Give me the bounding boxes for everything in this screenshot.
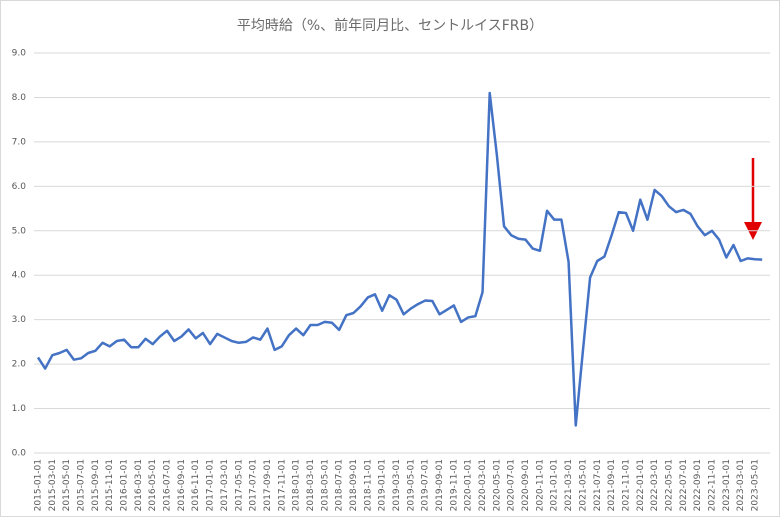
- x-tick-label: 2021-07-01: [593, 459, 603, 511]
- x-tick-label: 2021-11-01: [621, 459, 631, 511]
- x-tick-label: 2020-05-01: [492, 459, 502, 511]
- x-tick-label: 2022-09-01: [693, 459, 703, 511]
- x-tick-label: 2019-03-01: [392, 459, 402, 511]
- x-tick-label: 2017-07-01: [249, 459, 259, 511]
- y-tick-label: 1.0: [12, 404, 27, 414]
- x-tick-label: 2022-05-01: [664, 459, 674, 511]
- y-tick-label: 8.0: [12, 93, 27, 103]
- x-tick-label: 2018-05-01: [320, 459, 330, 511]
- x-tick-label: 2020-11-01: [535, 459, 545, 511]
- x-tick-label: 2018-01-01: [292, 459, 302, 511]
- y-tick-label: 7.0: [12, 137, 27, 147]
- x-tick-label: 2020-01-01: [464, 459, 474, 511]
- data-line: [36, 91, 763, 427]
- y-tick-label: 9.0: [12, 49, 27, 59]
- x-tick-label: 2016-01-01: [120, 459, 130, 511]
- y-tick-label: 2.0: [12, 360, 27, 370]
- x-tick-label: 2020-07-01: [507, 459, 517, 511]
- x-tick-label: 2016-03-01: [134, 459, 144, 511]
- x-tick-label: 2019-01-01: [378, 459, 388, 511]
- x-tick-label: 2015-03-01: [48, 459, 58, 511]
- x-tick-label: 2017-03-01: [220, 459, 230, 511]
- x-tick-label: 2017-09-01: [263, 459, 273, 511]
- y-tick-label: 0.0: [12, 449, 27, 459]
- x-tick-label: 2021-01-01: [550, 459, 560, 511]
- x-tick-label: 2017-05-01: [234, 459, 244, 511]
- x-tick-label: 2015-05-01: [62, 459, 72, 511]
- x-tick-label: 2015-07-01: [77, 459, 87, 511]
- y-tick-label: 3.0: [12, 315, 27, 325]
- x-tick-label: 2018-07-01: [335, 459, 345, 511]
- x-tick-label: 2015-01-01: [34, 459, 44, 511]
- x-tick-label: 2019-11-01: [449, 459, 459, 511]
- x-tick-label: 2019-05-01: [406, 459, 416, 511]
- x-tick-label: 2020-09-01: [521, 459, 531, 511]
- x-tick-label: 2021-05-01: [578, 459, 588, 511]
- x-tick-label: 2017-11-01: [277, 459, 287, 511]
- x-tick-label: 2023-01-01: [722, 459, 732, 511]
- x-tick-label: 2016-07-01: [163, 459, 173, 511]
- y-tick-label: 4.0: [12, 271, 27, 281]
- x-tick-label: 2019-09-01: [435, 459, 445, 511]
- x-tick-label: 2017-01-01: [206, 459, 216, 511]
- x-tick-label: 2015-11-01: [105, 459, 115, 511]
- x-tick-label: 2018-11-01: [363, 459, 373, 511]
- y-tick-label: 5.0: [12, 226, 27, 236]
- y-tick-label: 6.0: [12, 182, 27, 192]
- x-tick-label: 2019-07-01: [421, 459, 431, 511]
- x-tick-label: 2016-05-01: [148, 459, 158, 511]
- x-tick-label: 2018-03-01: [306, 459, 316, 511]
- x-tick-label: 2022-11-01: [707, 459, 717, 511]
- x-tick-label: 2022-03-01: [650, 459, 660, 511]
- x-tick-label: 2021-03-01: [564, 459, 574, 511]
- x-tick-label: 2015-09-01: [91, 459, 101, 511]
- chart-title: 平均時給（%、前年同月比、セントルイスFRB）: [237, 17, 543, 34]
- x-tick-label: 2022-01-01: [636, 459, 646, 511]
- x-tick-label: 2023-03-01: [736, 459, 746, 511]
- x-tick-label: 2020-03-01: [478, 459, 488, 511]
- x-tick-label: 2021-09-01: [607, 459, 617, 511]
- x-tick-label: 2018-09-01: [349, 459, 359, 511]
- x-tick-label: 2016-11-01: [191, 459, 201, 511]
- x-tick-label: 2016-09-01: [177, 459, 187, 511]
- x-tick-label: 2022-07-01: [679, 459, 689, 511]
- x-tick-label: 2023-05-01: [751, 459, 761, 511]
